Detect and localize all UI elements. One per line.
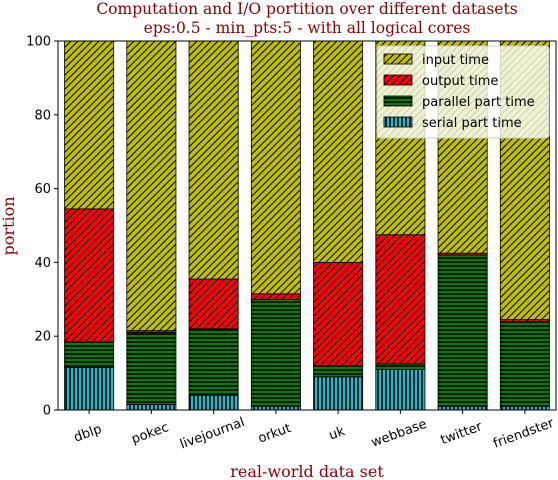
- y-axis-label: portion: [0, 196, 18, 255]
- legend-label-output-time: output time: [422, 74, 498, 89]
- bar-livejournal-serial-part-time-hatch: [188, 394, 239, 411]
- x-tick-label-webbase: webbase: [369, 417, 429, 451]
- x-tick-label-livejournal: livejournal: [178, 415, 247, 452]
- bar-orkut-serial-part-time-hatch: [250, 405, 301, 411]
- y-tick-label-20: 20: [34, 330, 51, 345]
- x-tick-label-uk: uk: [327, 424, 347, 444]
- bar-pokec-serial-part-time-hatch: [126, 404, 177, 411]
- y-tick-label-100: 100: [26, 35, 51, 50]
- x-tick-label-friendster: friendster: [491, 416, 556, 452]
- chart-title-line1: Computation and I/O portition over diffe…: [96, 0, 517, 18]
- chart-title-line2: eps:0.5 - min_pts:5 - with all logical c…: [144, 19, 471, 37]
- bar-uk-parallel-part-time-hatch: [313, 365, 364, 378]
- bar-orkut-parallel-part-time-hatch: [250, 298, 301, 407]
- x-tick-label-pokec: pokec: [130, 420, 171, 447]
- bar-orkut-output-time-hatch: [250, 293, 301, 300]
- bar-webbase-serial-part-time-hatch: [375, 369, 426, 411]
- x-axis-ticks: dblp pokec livejournal orkut uk webbase twitte…: [72, 410, 557, 452]
- bar-twitter-serial-part-time-hatch: [437, 405, 488, 411]
- legend: input time output time parallel part time s…: [376, 45, 550, 139]
- bar-dblp-serial-part-time-hatch: [64, 367, 115, 411]
- bar-friendster-serial-part-time-hatch: [499, 405, 550, 411]
- legend-swatch-serial-part-time-hatch: [383, 116, 413, 128]
- bar-webbase-output-time-hatch: [375, 234, 426, 365]
- x-tick-label-twitter: twitter: [439, 419, 485, 448]
- bar-dblp-output-time-hatch: [64, 208, 115, 343]
- bar-dblp-input-time-hatch: [64, 40, 115, 210]
- legend-box: [376, 45, 550, 139]
- bar-webbase-parallel-part-time-hatch: [375, 363, 426, 370]
- y-axis-ticks: 0 20 40 60 80 100: [26, 35, 58, 419]
- legend-swatch-output-time-hatch: [383, 74, 413, 86]
- bar-uk-output-time-hatch: [313, 261, 364, 367]
- y-tick-label-60: 60: [34, 182, 51, 197]
- bar-orkut-input-time-hatch: [250, 40, 301, 295]
- y-tick-label-0: 0: [43, 404, 51, 419]
- bar-uk-input-time-hatch: [313, 40, 364, 263]
- bar-friendster-parallel-part-time-hatch: [499, 321, 550, 407]
- legend-label-input-time: input time: [422, 53, 489, 68]
- bar-uk-serial-part-time-hatch: [313, 376, 364, 411]
- bar-pokec-parallel-part-time-hatch: [126, 332, 177, 405]
- x-axis-label: real-world data set: [230, 462, 384, 480]
- y-tick-label-40: 40: [34, 256, 51, 271]
- x-tick-label-orkut: orkut: [256, 421, 293, 447]
- y-tick-label-80: 80: [34, 108, 51, 123]
- bar-twitter-parallel-part-time-hatch: [437, 254, 488, 407]
- plot-frame: [57, 40, 557, 411]
- legend-label-parallel-part-time: parallel part time: [422, 95, 535, 110]
- bar-livejournal-parallel-part-time-hatch: [188, 328, 239, 396]
- legend-swatch-parallel-part-time-hatch: [383, 95, 413, 107]
- bar-livejournal-input-time-hatch: [188, 40, 239, 280]
- bar-dblp-parallel-part-time-hatch: [64, 341, 115, 368]
- legend-label-serial-part-time: serial part time: [422, 116, 522, 131]
- x-tick-label-dblp: dblp: [72, 422, 104, 446]
- legend-swatch-input-time-hatch: [383, 53, 413, 65]
- bar-pokec-input-time-hatch: [126, 40, 177, 332]
- bar-livejournal-output-time-hatch: [188, 278, 239, 330]
